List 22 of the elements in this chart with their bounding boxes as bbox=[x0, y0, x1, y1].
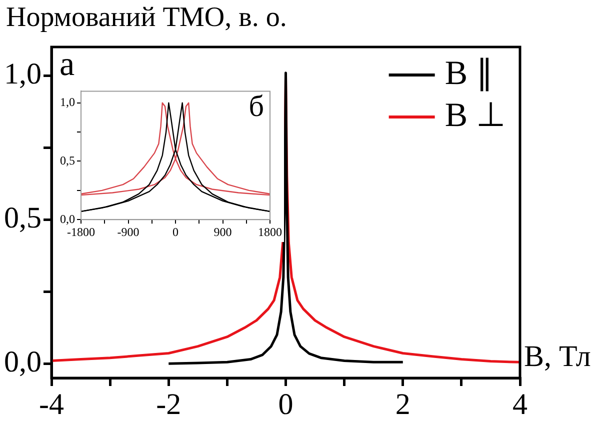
x-tick-label: -900 bbox=[117, 224, 140, 239]
legend-label: B ∥ bbox=[444, 54, 494, 92]
legend-label: B ⊥ bbox=[444, 96, 506, 134]
y-tick-label: 0,5 bbox=[60, 153, 75, 168]
x-tick-label: 900 bbox=[214, 224, 232, 239]
x-tick-label: 1800 bbox=[258, 224, 282, 239]
x-tick-label: -2 bbox=[156, 388, 182, 421]
y-tick-label: 0,5 bbox=[4, 202, 42, 235]
y-tick-label: 1,0 bbox=[60, 95, 75, 110]
x-tick-label: 2 bbox=[395, 388, 410, 421]
x-tick-label: -1800 bbox=[67, 224, 95, 239]
x-tick-label: 0 bbox=[278, 388, 294, 421]
y-tick-label: 0,0 bbox=[60, 212, 75, 226]
y-tick-label: 0,0 bbox=[4, 345, 42, 378]
x-tick-label: 4 bbox=[512, 388, 528, 421]
y-tick-label: 1,0 bbox=[4, 58, 42, 91]
x-tick-label: 0 bbox=[172, 224, 178, 239]
y-axis-title: Нормований ТМО, в. о. bbox=[6, 2, 287, 34]
annotation: а bbox=[60, 46, 75, 83]
x-axis-title: B, Тл bbox=[524, 340, 591, 374]
x-tick-label: -4 bbox=[39, 388, 64, 421]
annotation: б bbox=[248, 90, 264, 124]
